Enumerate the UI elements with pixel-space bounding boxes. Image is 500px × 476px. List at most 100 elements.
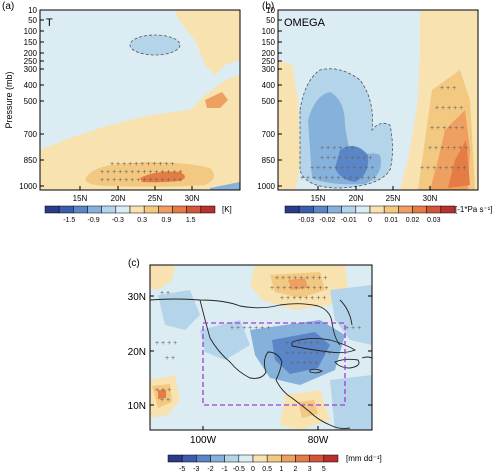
panel-a-ylabel: Pressure (mb) — [4, 71, 14, 128]
colorbar-unit: [-1*Pa s⁻¹] — [455, 205, 493, 214]
y-tick-label: 400 — [262, 81, 276, 90]
panel-a-significance-markers: + + + + + + + + + + + + + + + + + + + + … — [100, 161, 183, 184]
colorbar-tick-label: 1 — [279, 466, 283, 473]
svg-text:+ + + + + + + + +: + + + + + + + + + — [275, 275, 327, 282]
y-tick-label: 100 — [24, 27, 38, 36]
colorbar-swatch — [158, 205, 173, 214]
colorbar-swatch — [73, 205, 88, 214]
svg-text:+ +: + + — [160, 397, 170, 404]
colorbar-swatch — [167, 454, 183, 463]
panel-b-var-label: OMEGA — [284, 17, 326, 29]
colorbar-swatch — [313, 205, 328, 214]
y-tick-label: 300 — [24, 65, 38, 74]
y-tick-label: 50 — [266, 16, 275, 25]
y-tick-label: 850 — [262, 156, 276, 165]
x-tick-label: 25N — [386, 194, 401, 203]
colorbar-tick-label: -0.5 — [233, 466, 245, 473]
svg-text:+ + + + + + +: + + + + + + + — [428, 145, 468, 152]
colorbar-tick-label: -0.03 — [298, 217, 314, 224]
colorbar-swatch — [298, 205, 314, 214]
y-tick-label: 10 — [266, 6, 275, 15]
y-tick-label: 700 — [262, 130, 276, 139]
y-tick-label: 400 — [24, 81, 38, 90]
panel-a-tag: (a) — [2, 1, 14, 12]
y-tick-label: 1000 — [19, 182, 37, 191]
svg-text:+ +: + + — [160, 290, 170, 297]
y-tick-label: 700 — [24, 130, 38, 139]
colorbar-swatch — [341, 205, 357, 214]
colorbar-tick-label: -0.3 — [112, 217, 124, 224]
colorbar-tick-label: 0.5 — [262, 466, 272, 473]
colorbar-tick-label: 0.01 — [384, 217, 398, 224]
x-tick-label: 20N — [349, 194, 364, 203]
colorbar-swatch — [181, 454, 197, 463]
svg-text:+ + + + + + + + + + + + + +: + + + + + + + + + + + + + + — [100, 177, 183, 184]
panel-b-x-ticks: 15N 20N 25N 30N — [311, 186, 438, 203]
panel-c-significance-markers: + + + + + + + + + + + + + + + + + + + + … — [155, 275, 361, 404]
colorbar-tick-label: -0.02 — [320, 217, 336, 224]
colorbar-tick-label: 0 — [251, 466, 255, 473]
colorbar-tick-label: 0.03 — [427, 217, 441, 224]
svg-text:+ + + + + +: + + + + + + — [430, 125, 464, 132]
colorbar-swatch — [101, 205, 117, 214]
colorbar-tick-label: 0.3 — [137, 217, 147, 224]
y-tick-label: 100 — [262, 27, 276, 36]
x-tick-label: 80W — [308, 435, 329, 446]
svg-text:+ + +: + + + — [345, 325, 361, 332]
colorbar-swatch — [323, 454, 339, 463]
panel-b: (b) + + + + + + + + + + + + + + + + + + … — [257, 1, 479, 203]
panel-a-colorbar: -1.5 -0.9 -0.3 0.3 0.9 1.5 [K] — [44, 205, 232, 224]
svg-text:+ + +: + + + — [440, 85, 456, 92]
x-tick-label: 20N — [111, 194, 126, 203]
colorbar-swatch — [426, 205, 442, 214]
colorbar-swatch — [295, 454, 310, 463]
panel-a-field: + + + + + + + + + + + + + + + + + + + + … — [40, 10, 240, 190]
colorbar-tick-label: -3 — [193, 466, 199, 473]
y-tick-label: 200 — [24, 49, 38, 58]
y-tick-label: 50 — [28, 16, 37, 25]
svg-text:+ + + + +: + + + + + — [435, 105, 463, 112]
svg-text:+ + + + + + + + + + +: + + + + + + + + + + + — [110, 161, 174, 168]
panel-a-var-label: T — [46, 17, 53, 29]
svg-text:+ + + + + + + + + + + + +: + + + + + + + + + + + + + — [300, 175, 376, 182]
colorbar-swatch — [224, 454, 240, 463]
colorbar-swatch — [327, 205, 342, 214]
panel-b-significance-markers: + + + + + + + + + + + + + + + + + + + + … — [300, 85, 468, 182]
svg-text:+ + +: + + + — [155, 387, 171, 394]
y-tick-label: 850 — [24, 156, 38, 165]
colorbar-tick-label: 0.02 — [406, 217, 420, 224]
colorbar-swatch — [143, 205, 159, 214]
colorbar-swatch — [87, 205, 102, 214]
y-tick-label: 30N — [128, 292, 146, 303]
colorbar-swatch — [252, 454, 268, 463]
colorbar-swatch — [355, 205, 371, 214]
x-tick-label: 15N — [73, 194, 88, 203]
svg-text:+ + + + + + + + + + + + + +: + + + + + + + + + + + + + + — [100, 169, 183, 176]
colorbar-unit: [mm dd⁻¹] — [346, 454, 382, 463]
colorbar-swatch — [266, 454, 282, 463]
colorbar-swatch — [281, 454, 296, 463]
colorbar-tick-label: -0.01 — [341, 217, 357, 224]
colorbar-swatch — [44, 205, 60, 214]
svg-text:+ + + + +: + + + + + — [290, 360, 318, 367]
colorbar-swatch — [200, 205, 216, 214]
coastline-lines — [150, 298, 372, 430]
panel-c-tag: (c) — [128, 258, 140, 269]
colorbar-swatch — [238, 454, 254, 463]
y-tick-label: 300 — [262, 65, 276, 74]
x-tick-label: 30N — [423, 194, 438, 203]
colorbar-unit: [K] — [222, 205, 232, 214]
svg-text:+ + + + + + +: + + + + + + + — [230, 325, 270, 332]
svg-text:+ + + + + + + +: + + + + + + + + — [420, 165, 466, 172]
colorbar-swatch — [369, 205, 385, 214]
svg-text:+ + + + + + + + + + +: + + + + + + + + + + + — [310, 165, 374, 172]
colorbar-swatch — [210, 454, 225, 463]
panel-a: (a) + + + + + + + + + + + + + + + + + + … — [2, 1, 241, 203]
x-tick-label: 30N — [185, 194, 200, 203]
colorbar-swatch — [58, 205, 74, 214]
colorbar-tick-label: 0.9 — [162, 217, 172, 224]
panel-c-colorbar: -5 -3 -2 -1 -0.5 0 0.5 1 2 3 5 [mm dd⁻¹] — [167, 454, 382, 473]
svg-text:+ + + + + + + + +: + + + + + + + + + — [320, 155, 372, 162]
svg-text:+ + + +: + + + + — [155, 340, 177, 347]
